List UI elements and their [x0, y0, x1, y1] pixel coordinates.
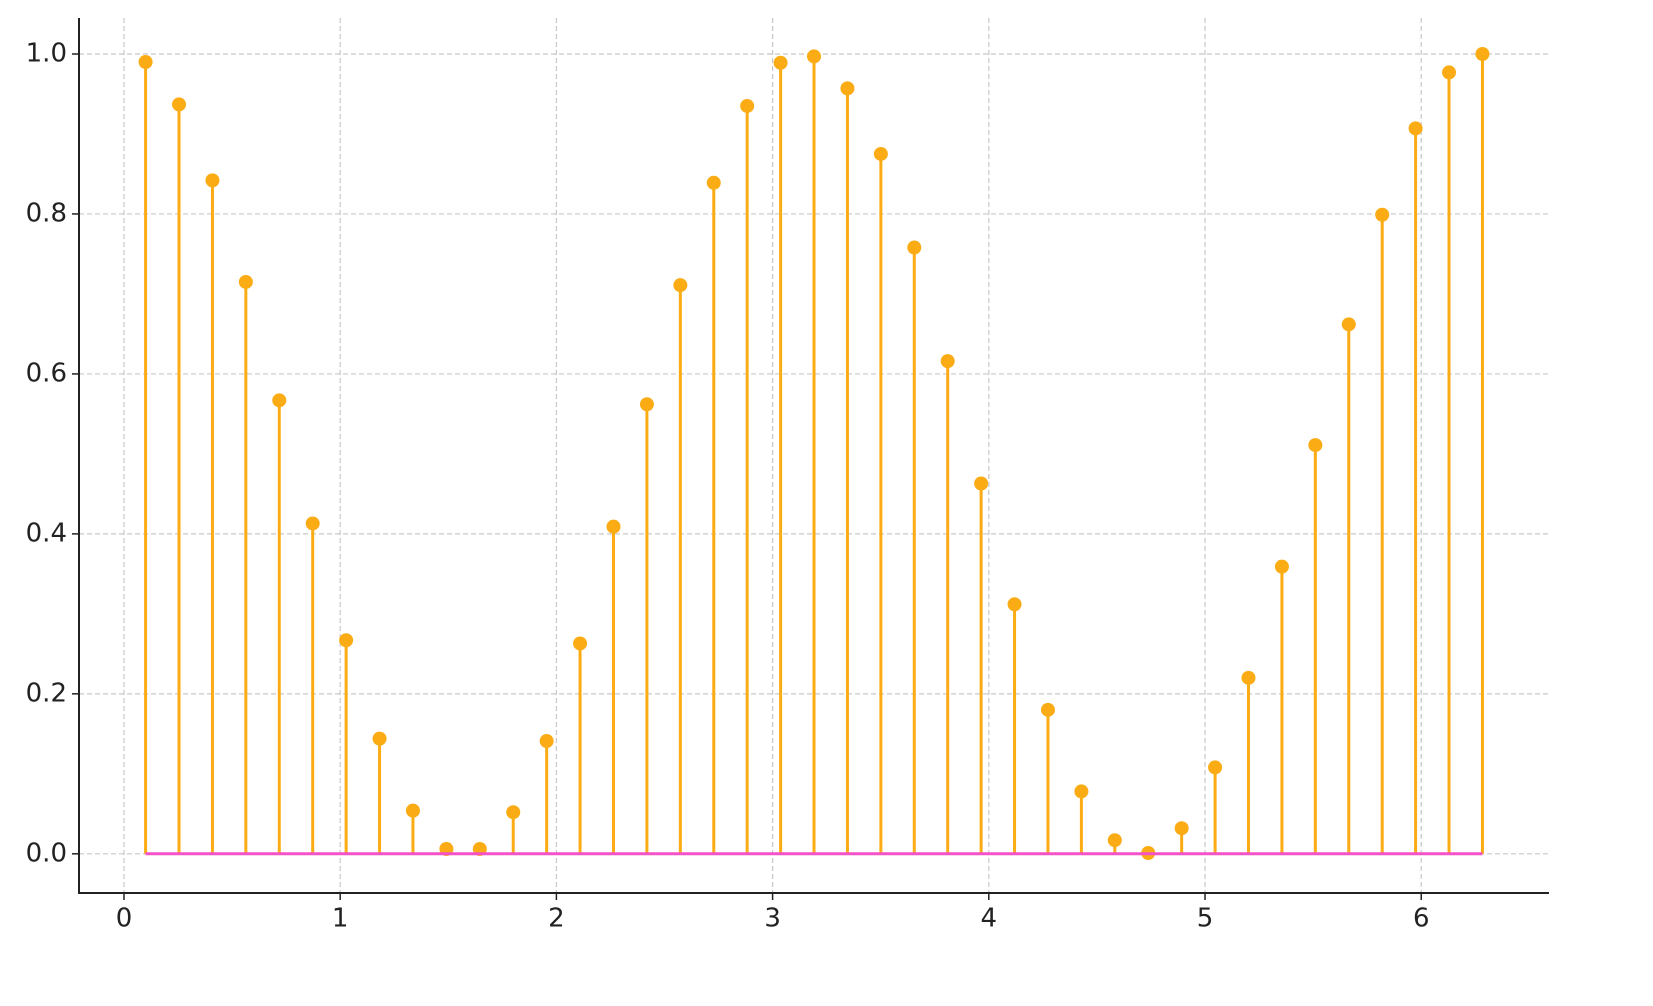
- stem-marker: [539, 734, 554, 749]
- stem-marker: [1308, 438, 1323, 453]
- stem-marker: [1274, 559, 1289, 574]
- y-tick-label: 0.0: [26, 838, 67, 868]
- x-tick-label: 6: [1413, 904, 1430, 934]
- stem-marker: [1408, 121, 1423, 136]
- stem-marker: [573, 636, 588, 651]
- stem-marker: [673, 278, 688, 293]
- stem-marker: [940, 354, 955, 369]
- y-tick-label: 0.4: [26, 518, 67, 548]
- stem-marker: [506, 805, 521, 820]
- stem-marker: [305, 516, 320, 531]
- stem-marker: [974, 476, 989, 491]
- x-tick-label: 3: [764, 904, 781, 934]
- stem-marker: [1074, 784, 1089, 799]
- y-tick-label: 0.2: [26, 678, 67, 708]
- stem-marker: [1341, 317, 1356, 332]
- stem-marker: [405, 803, 420, 818]
- marks: [138, 46, 1490, 861]
- stem-marker: [1375, 207, 1390, 222]
- stem-marker: [238, 274, 253, 289]
- stem-marker: [740, 98, 755, 113]
- stem-marker: [1442, 65, 1457, 80]
- x-tick-label: 0: [116, 904, 133, 934]
- stem-marker: [1007, 597, 1022, 612]
- stem-marker: [339, 633, 354, 648]
- stem-marker: [1107, 833, 1122, 848]
- stem-marker: [840, 81, 855, 96]
- stem-marker: [907, 240, 922, 255]
- stem-marker: [873, 146, 888, 161]
- y-tick-label: 0.6: [26, 358, 67, 388]
- x-tick-label: 1: [332, 904, 349, 934]
- stem-marker: [1241, 670, 1256, 685]
- stem-marker: [1208, 760, 1223, 775]
- stem-marker: [807, 49, 822, 64]
- stem-marker: [1475, 46, 1490, 61]
- stem-marker: [773, 55, 788, 70]
- stem-marker: [606, 519, 621, 534]
- stem-marker: [172, 97, 187, 112]
- stem-marker: [639, 397, 654, 412]
- stem-marker: [138, 54, 153, 69]
- y-tick-label: 0.8: [26, 198, 67, 228]
- y-tick-label: 1.0: [26, 38, 67, 68]
- grid: [79, 18, 1549, 893]
- stem-marker: [272, 393, 287, 408]
- stem-marker: [1040, 702, 1055, 717]
- stem-marker: [372, 731, 387, 746]
- stem-marker: [706, 175, 721, 190]
- x-tick-label: 4: [981, 904, 998, 934]
- x-tick-label: 2: [548, 904, 565, 934]
- stem-marker: [205, 173, 220, 188]
- x-tick-label: 5: [1197, 904, 1214, 934]
- stem-marker: [1174, 821, 1189, 836]
